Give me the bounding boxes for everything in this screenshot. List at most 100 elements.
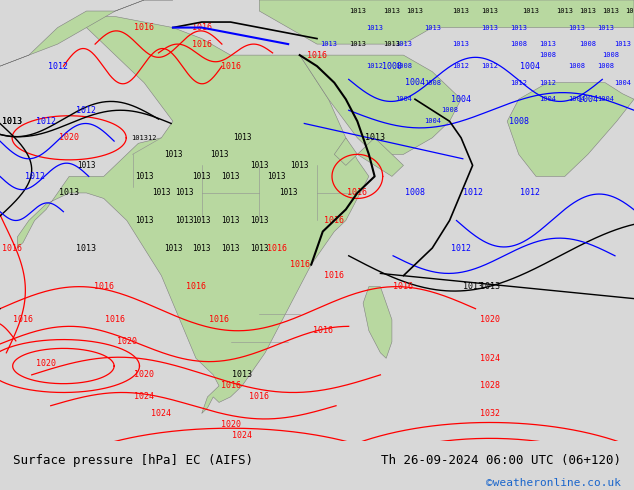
Text: 1013: 1013 <box>221 244 240 252</box>
Text: 1024: 1024 <box>134 392 154 401</box>
Text: 1020: 1020 <box>480 315 500 324</box>
Text: 1012: 1012 <box>510 80 527 86</box>
Text: 1008: 1008 <box>395 63 412 69</box>
Text: 1008: 1008 <box>568 63 585 69</box>
Text: 1013: 1013 <box>481 24 498 30</box>
Text: 1013: 1013 <box>510 24 527 30</box>
Text: 1013: 1013 <box>597 24 614 30</box>
Text: 1012: 1012 <box>453 63 470 69</box>
Text: 1004: 1004 <box>521 62 540 71</box>
Text: 1013: 1013 <box>366 24 383 30</box>
Text: 1013: 1013 <box>557 8 573 14</box>
Text: 1013: 1013 <box>193 172 211 181</box>
Text: 1013: 1013 <box>1 117 22 126</box>
Text: 1004: 1004 <box>424 118 441 124</box>
Text: 1016: 1016 <box>94 282 113 291</box>
Text: 1013: 1013 <box>365 133 385 142</box>
Text: 1013: 1013 <box>210 150 228 159</box>
Text: 1013: 1013 <box>614 41 631 47</box>
Text: 1020: 1020 <box>59 133 79 142</box>
Text: 1013: 1013 <box>268 172 286 181</box>
Text: 1016: 1016 <box>209 315 229 324</box>
Text: 1013: 1013 <box>579 8 597 14</box>
Text: 1020: 1020 <box>221 420 240 429</box>
Text: 1016: 1016 <box>313 326 333 335</box>
Text: 1008: 1008 <box>597 63 614 69</box>
Text: 1016: 1016 <box>134 23 154 32</box>
Text: 1013: 1013 <box>279 189 297 197</box>
Text: 1013: 1013 <box>384 8 401 14</box>
Text: 1013: 1013 <box>164 244 182 252</box>
Text: 1016: 1016 <box>13 315 33 324</box>
Text: 1013: 1013 <box>193 216 211 225</box>
Text: 1013: 1013 <box>320 41 337 47</box>
Text: 1013: 1013 <box>463 282 482 291</box>
Text: 1013: 1013 <box>453 41 470 47</box>
Text: 1004: 1004 <box>405 78 425 87</box>
Text: 1016: 1016 <box>324 216 344 225</box>
Text: 1020: 1020 <box>117 337 137 346</box>
Text: 1016: 1016 <box>290 260 310 269</box>
Text: 1016: 1016 <box>347 189 367 197</box>
Text: 1020: 1020 <box>134 370 154 379</box>
Text: 1016: 1016 <box>267 244 287 252</box>
Text: 1024: 1024 <box>480 354 500 363</box>
Text: 1016: 1016 <box>324 271 344 280</box>
Text: 1012: 1012 <box>25 172 44 181</box>
Text: 1012: 1012 <box>366 63 383 69</box>
Text: 1013: 1013 <box>384 41 401 47</box>
Text: Th 26-09-2024 06:00 UTC (06+120): Th 26-09-2024 06:00 UTC (06+120) <box>381 454 621 467</box>
Text: 1013: 1013 <box>152 189 171 197</box>
Text: 1008: 1008 <box>579 41 597 47</box>
Text: 1008: 1008 <box>405 189 425 197</box>
Text: 1013: 1013 <box>349 8 366 14</box>
Text: 1008: 1008 <box>508 117 529 126</box>
Text: 1013: 1013 <box>395 41 412 47</box>
Text: 1012: 1012 <box>539 80 556 86</box>
Text: 1013: 1013 <box>480 282 500 291</box>
Text: 1013: 1013 <box>250 161 269 170</box>
Text: ©weatheronline.co.uk: ©weatheronline.co.uk <box>486 478 621 488</box>
Polygon shape <box>507 83 634 176</box>
Text: 1013: 1013 <box>568 24 585 30</box>
Text: 1032: 1032 <box>480 409 500 418</box>
Polygon shape <box>363 287 392 358</box>
Text: 1012: 1012 <box>77 106 96 115</box>
Text: 1013: 1013 <box>250 244 269 252</box>
Text: 1013: 1013 <box>539 41 556 47</box>
Text: 1013: 1013 <box>406 8 424 14</box>
Text: 1008: 1008 <box>539 52 556 58</box>
Text: 1013: 1013 <box>290 161 309 170</box>
Text: 1028: 1028 <box>480 381 500 391</box>
Text: 1013: 1013 <box>221 216 240 225</box>
Text: 1012: 1012 <box>481 63 498 69</box>
Text: 1000: 1000 <box>382 62 402 71</box>
Text: 1013: 1013 <box>602 8 619 14</box>
Text: 1013: 1013 <box>453 8 470 14</box>
Text: 1016: 1016 <box>307 50 327 60</box>
Text: 1012: 1012 <box>521 189 540 197</box>
Text: 1013: 1013 <box>135 172 153 181</box>
Text: 1013: 1013 <box>481 8 498 14</box>
Text: 101312: 101312 <box>131 135 157 141</box>
Polygon shape <box>334 138 403 176</box>
Text: 1013: 1013 <box>232 370 252 379</box>
Text: 1013: 1013 <box>164 150 182 159</box>
Polygon shape <box>259 0 634 44</box>
Text: 1016: 1016 <box>191 23 212 32</box>
Text: 1016: 1016 <box>186 282 206 291</box>
Text: 1013: 1013 <box>221 172 240 181</box>
Text: 1013: 1013 <box>175 189 193 197</box>
Text: 1016: 1016 <box>221 381 240 391</box>
Text: 1013: 1013 <box>193 244 211 252</box>
Text: 1013: 1013 <box>250 216 269 225</box>
Text: 1013: 1013 <box>59 189 79 197</box>
Text: 1013: 1013 <box>424 24 441 30</box>
Text: 1004: 1004 <box>539 96 556 102</box>
Polygon shape <box>300 55 461 154</box>
Polygon shape <box>17 17 369 414</box>
Text: Surface pressure [hPa] EC (AIFS): Surface pressure [hPa] EC (AIFS) <box>13 454 253 467</box>
Text: 1016: 1016 <box>191 40 212 49</box>
Text: 1016: 1016 <box>1 244 22 252</box>
Text: 1004: 1004 <box>568 96 585 102</box>
